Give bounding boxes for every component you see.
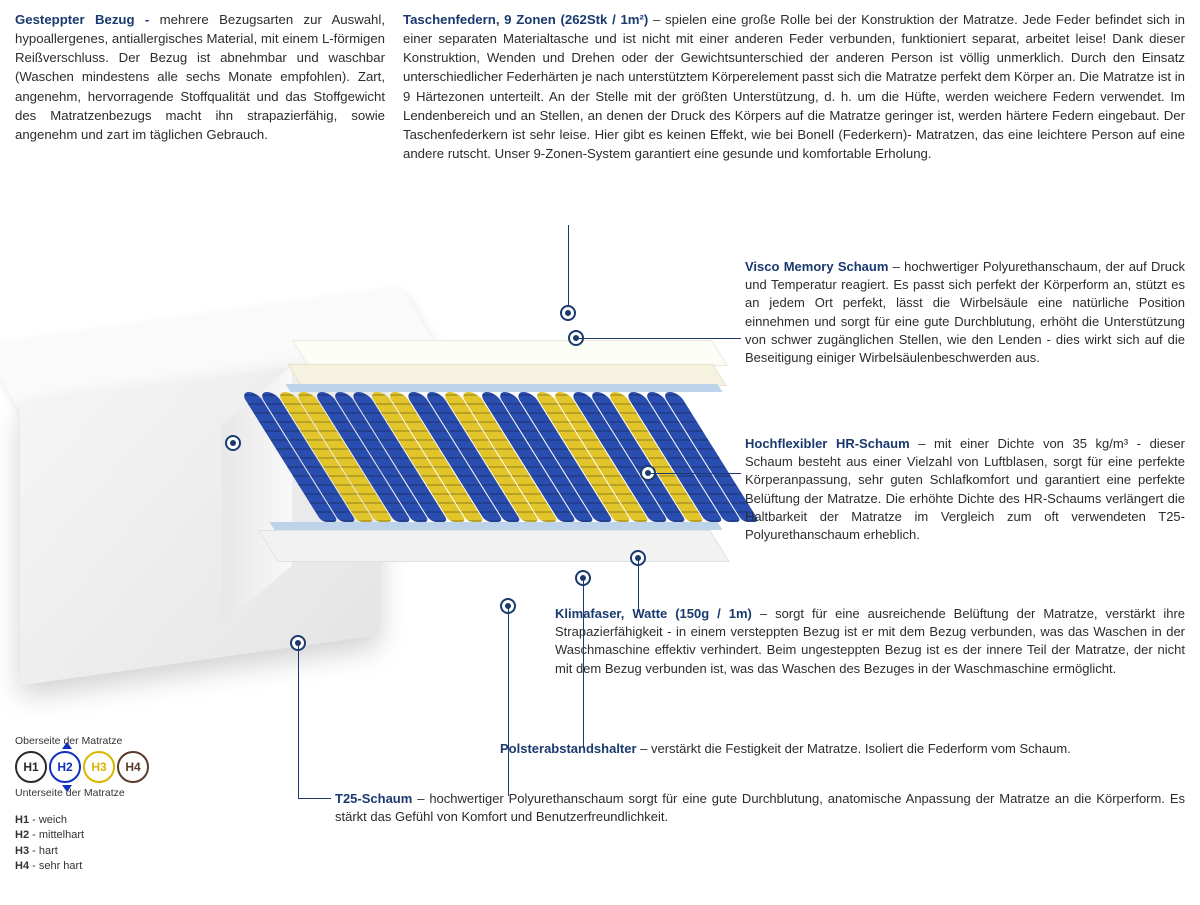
firmness-circle-h4: H4 (117, 751, 149, 783)
firmness-key-list: H1 - weichH2 - mittelhartH3 - hartH4 - s… (15, 813, 149, 875)
lead-polster-v (583, 578, 584, 748)
legend-top-label: Oberseite der Matratze (15, 735, 149, 747)
t25-text: – hochwertiger Polyurethanschaum sorgt f… (335, 791, 1185, 824)
springs-text: – spielen eine große Rolle bei der Konst… (403, 12, 1185, 161)
polster-text: – verstärkt die Festigkeit der Matratze.… (640, 741, 1071, 756)
firmness-circle-h1: H1 (15, 751, 47, 783)
firmness-key-h3: H3 - hart (15, 844, 149, 859)
lead-side-h (298, 798, 331, 799)
klima-callout: Klimafaser, Watte (150g / 1m) – sorgt fü… (555, 605, 1185, 678)
separator-top (286, 384, 723, 392)
klima-heading: Klimafaser, Watte (150g / 1m) (555, 606, 760, 621)
polster-callout: Polsterabstandshalter – verstärkt die Fe… (500, 740, 1185, 758)
firmness-key-h1: H1 - weich (15, 813, 149, 828)
springs-marker (560, 305, 576, 321)
firmness-key-h4: H4 - sehr hart (15, 859, 149, 874)
hr-foam-layer (287, 364, 727, 386)
lead-hr (648, 473, 741, 474)
visco-callout: Visco Memory Schaum – hochwertiger Polyu… (745, 258, 1185, 367)
hr-callout: Hochflexibler HR-Schaum – mit einer Dich… (745, 435, 1185, 544)
firmness-legend: Oberseite der Matratze H1H2H3H4 Untersei… (15, 735, 149, 875)
hr-text: – mit einer Dichte von 35 kg/m³ - dieser… (745, 436, 1185, 542)
t25-foam-layer (258, 530, 730, 562)
lead-visco (576, 338, 741, 339)
firmness-circle-h2: H2 (49, 751, 81, 783)
firmness-key-h2: H2 - mittelhart (15, 828, 149, 843)
lead-side-v (298, 643, 299, 798)
pocket-springs (239, 392, 760, 522)
springs-description: Taschenfedern, 9 Zonen (262Stk / 1m²) – … (403, 10, 1185, 163)
top-section: Gesteppter Bezug - mehrere Bezugsarten z… (0, 0, 1200, 163)
springs-heading: Taschenfedern, 9 Zonen (262Stk / 1m²) (403, 12, 653, 27)
cover-description: Gesteppter Bezug - mehrere Bezugsarten z… (15, 10, 385, 163)
visco-text: – hochwertiger Polyurethanschaum, der au… (745, 259, 1185, 365)
lead-t25-v (508, 606, 509, 796)
cover-marker (225, 435, 241, 451)
lead-klima-v (638, 558, 639, 612)
visco-heading: Visco Memory Schaum (745, 259, 893, 274)
cover-text: mehrere Bezugsarten zur Auswahl, hypoall… (15, 12, 385, 142)
cover-heading: Gesteppter Bezug - (15, 12, 160, 27)
lead-springs (568, 225, 569, 305)
arrow-up-icon (62, 742, 72, 749)
visco-foam-layer (292, 340, 728, 366)
hr-heading: Hochflexibler HR-Schaum (745, 436, 918, 451)
polster-heading: Polsterabstandshalter (500, 741, 640, 756)
t25-callout: T25-Schaum – hochwertiger Polyurethansch… (335, 790, 1185, 826)
t25-heading: T25-Schaum (335, 791, 417, 806)
separator-bottom (270, 522, 723, 530)
firmness-circles: H1H2H3H4 (15, 751, 149, 783)
arrow-down-icon (62, 785, 72, 792)
firmness-circle-h3: H3 (83, 751, 115, 783)
legend-bottom-label: Unterseite der Matratze (15, 787, 149, 799)
